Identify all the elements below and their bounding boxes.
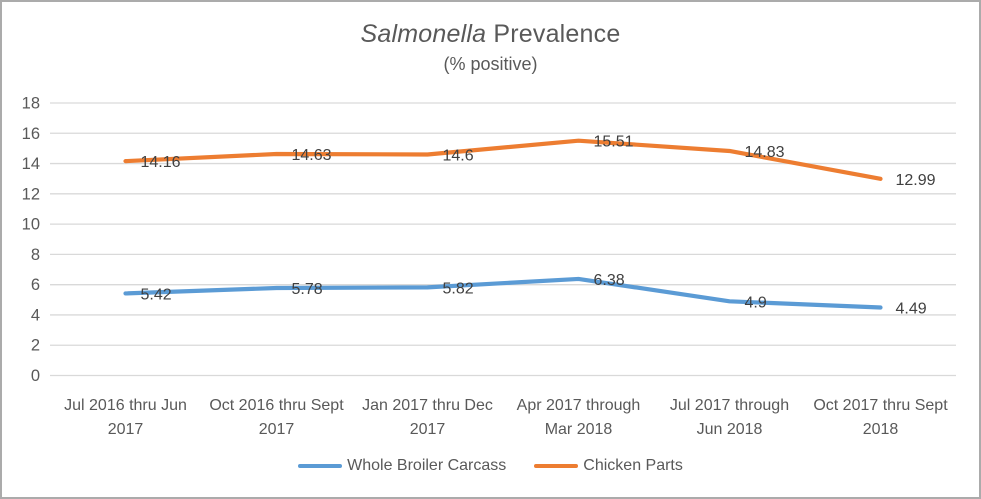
x-axis-category-label-1-line-1: 2017 bbox=[259, 421, 295, 438]
legend-label-chicken-parts: Chicken Parts bbox=[583, 457, 683, 474]
legend-swatch-chicken-parts-icon bbox=[534, 464, 579, 468]
x-axis-category-label-2-line-1: 2017 bbox=[410, 421, 446, 438]
y-axis-tick-label-4: 4 bbox=[31, 306, 40, 324]
chart-title-regular-part: Prevalence bbox=[486, 20, 621, 48]
x-axis-category-label-3-line-1: Mar 2018 bbox=[545, 421, 613, 438]
data-label-whole-broiler-carcass-3: 6.38 bbox=[594, 272, 625, 289]
x-axis-category-label-4-line-1: Jun 2018 bbox=[697, 421, 763, 438]
x-axis-category-label-3-line-0: Apr 2017 through bbox=[517, 397, 641, 414]
legend-swatch-whole-broiler-carcass-icon bbox=[298, 464, 343, 468]
legend-label-whole-broiler-carcass: Whole Broiler Carcass bbox=[347, 457, 507, 474]
y-axis-tick-label-16: 16 bbox=[22, 125, 40, 143]
legend-item-chicken-parts: Chicken Parts bbox=[534, 457, 683, 475]
data-label-chicken-parts-0: 14.16 bbox=[141, 154, 181, 171]
chart-title: Salmonella Prevalence bbox=[2, 20, 979, 49]
data-label-whole-broiler-carcass-0: 5.42 bbox=[141, 286, 172, 303]
y-axis-tick-label-6: 6 bbox=[31, 276, 40, 294]
y-axis-tick-label-10: 10 bbox=[22, 216, 40, 234]
data-label-whole-broiler-carcass-1: 5.78 bbox=[292, 281, 323, 298]
x-axis-category-label-0-line-1: 2017 bbox=[108, 421, 144, 438]
y-axis-tick-label-18: 18 bbox=[22, 95, 40, 113]
x-axis-category-label-5-line-0: Oct 2017 thru Sept bbox=[813, 397, 948, 414]
data-label-chicken-parts-5: 12.99 bbox=[896, 172, 936, 189]
y-axis-tick-label-8: 8 bbox=[31, 246, 40, 264]
data-label-chicken-parts-3: 15.51 bbox=[594, 134, 634, 151]
y-axis-tick-label-0: 0 bbox=[31, 367, 40, 385]
chart-legend: Whole Broiler Carcass Chicken Parts bbox=[2, 457, 979, 475]
legend-item-whole-broiler-carcass: Whole Broiler Carcass bbox=[298, 457, 506, 475]
data-label-whole-broiler-carcass-5: 4.49 bbox=[896, 301, 927, 318]
x-axis-category-label-1-line-0: Oct 2016 thru Sept bbox=[209, 397, 344, 414]
y-axis-tick-label-12: 12 bbox=[22, 185, 40, 203]
x-axis-category-label-4-line-0: Jul 2017 through bbox=[670, 397, 789, 414]
x-axis-category-label-2-line-0: Jan 2017 thru Dec bbox=[362, 397, 493, 414]
y-axis-tick-label-14: 14 bbox=[22, 155, 40, 173]
series-line-chicken-parts bbox=[123, 138, 883, 181]
series-line-whole-broiler-carcass bbox=[123, 276, 883, 310]
data-label-whole-broiler-carcass-2: 5.82 bbox=[443, 280, 474, 297]
data-label-whole-broiler-carcass-4: 4.9 bbox=[745, 294, 767, 311]
x-axis-category-label-5-line-1: 2018 bbox=[863, 421, 899, 438]
data-label-chicken-parts-2: 14.6 bbox=[443, 147, 474, 164]
chart-subtitle: (% positive) bbox=[443, 54, 538, 74]
chart-title-italic-part: Salmonella bbox=[360, 20, 487, 48]
data-label-chicken-parts-1: 14.63 bbox=[292, 147, 332, 164]
data-label-chicken-parts-4: 14.83 bbox=[745, 144, 785, 161]
y-axis-tick-label-2: 2 bbox=[31, 337, 40, 355]
x-axis-category-label-0-line-0: Jul 2016 thru Jun bbox=[64, 397, 187, 414]
